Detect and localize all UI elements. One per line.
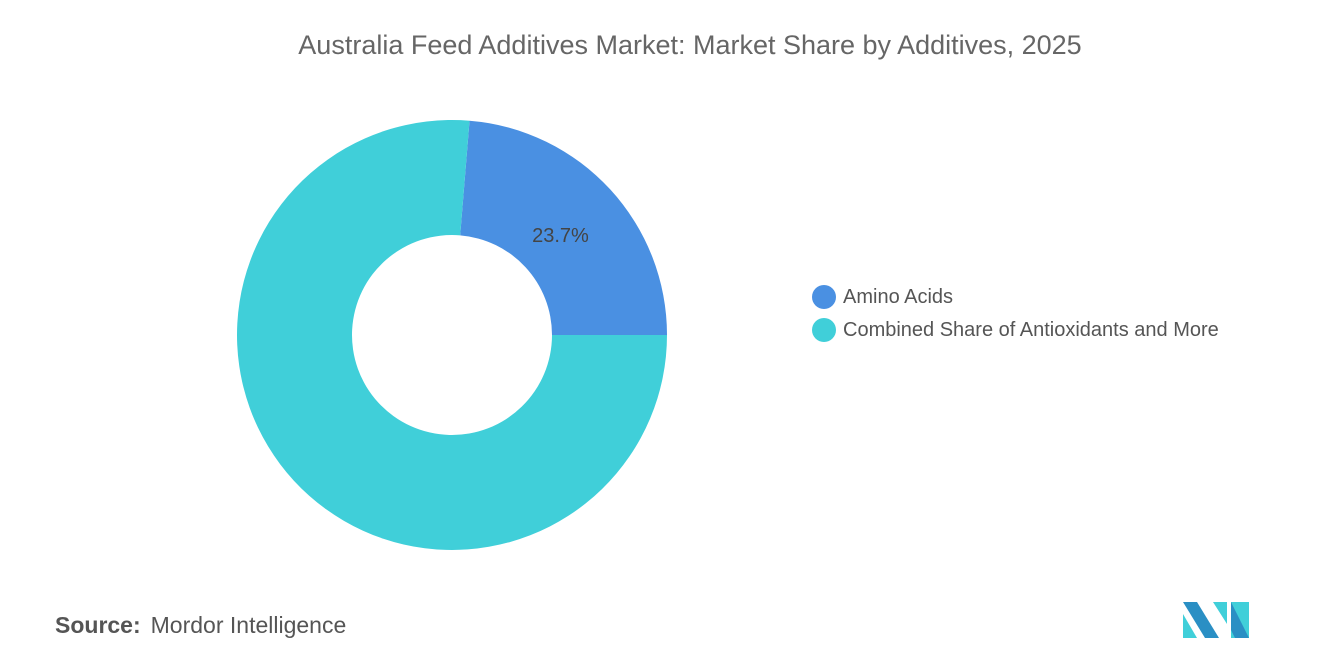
chart-title: Australia Feed Additives Market: Market … <box>298 30 1082 60</box>
donut-slice-combined-share-of-antioxidants-and-more <box>237 119 667 551</box>
legend-item-combined-share: Combined Share of Antioxidants and More <box>812 318 1219 342</box>
legend-item-amino-acids: Amino Acids <box>812 285 953 309</box>
legend-label: Combined Share of Antioxidants and More <box>843 318 1219 341</box>
data-label: 23.7% <box>532 225 589 247</box>
legend-swatch <box>812 318 836 342</box>
legend-label: Amino Acids <box>843 285 954 308</box>
donut-slice-amino-acids <box>460 120 667 335</box>
source-text: Mordor Intelligence <box>150 612 347 638</box>
source-note: Source: Mordor Intelligence <box>55 612 346 639</box>
legend-swatch <box>812 285 836 309</box>
mordor-intelligence-logo <box>1183 602 1249 638</box>
source-label: Source: <box>55 612 141 638</box>
